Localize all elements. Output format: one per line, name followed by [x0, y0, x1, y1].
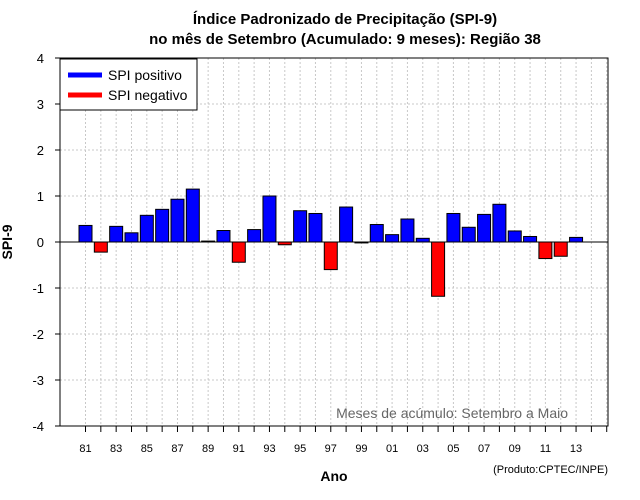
x-tick-label: 89 [202, 443, 214, 455]
bar-1993 [262, 195, 277, 243]
chart-title-line1: Índice Padronizado de Precipitação (SPI-… [193, 11, 497, 28]
x-tick-label: 87 [171, 443, 183, 455]
x-tick-label: 91 [233, 443, 245, 455]
bar-1995 [293, 210, 308, 243]
x-tick-label: 09 [509, 443, 521, 455]
y-ticks: -4 -3 -2 -1 0 1 2 3 4 [32, 51, 60, 434]
bar-1997 [323, 241, 338, 271]
legend: SPI positivo SPI negativo [59, 58, 198, 111]
y-tick-label: 2 [37, 143, 44, 158]
bar-2008 [492, 203, 507, 243]
bar-1991 [231, 241, 246, 263]
legend-negative-label: SPI negativo [108, 87, 188, 103]
x-tick-label: 93 [263, 443, 275, 455]
bar-1986 [155, 208, 170, 243]
bar-1988 [185, 188, 200, 243]
y-tick-label: 4 [37, 51, 44, 66]
y-axis-label: SPI-9 [0, 224, 15, 259]
x-tick-label: 81 [79, 443, 91, 455]
bar-1990 [216, 230, 231, 243]
x-tick-label: 07 [478, 443, 490, 455]
bar-2007 [477, 213, 492, 243]
y-tick-label: -1 [32, 281, 44, 296]
bar-2011 [538, 241, 553, 260]
x-tick-label: 85 [141, 443, 153, 455]
bar-2010 [523, 235, 538, 243]
credit-text: (Produto:CPTEC/INPE) [493, 464, 608, 476]
bar-2009 [507, 230, 522, 243]
bar-2012 [553, 241, 568, 257]
bar-2005 [446, 212, 461, 243]
x-tick-label: 13 [570, 443, 582, 455]
bar-1985 [139, 214, 154, 243]
x-tick-label: 99 [355, 443, 367, 455]
x-tick-label: 83 [110, 443, 122, 455]
bar-1984 [124, 232, 139, 243]
y-tick-label: -3 [32, 373, 44, 388]
bar-2001 [385, 234, 400, 243]
bar-2000 [369, 224, 384, 243]
chart-title-line2: no mês de Setembro (Acumulado: 9 meses):… [149, 31, 541, 48]
x-tick-label: 01 [386, 443, 398, 455]
bar-1987 [170, 198, 185, 243]
bar-2006 [461, 226, 476, 243]
y-tick-label: -2 [32, 327, 44, 342]
bar-1998 [339, 206, 354, 243]
legend-positive-label: SPI positivo [108, 67, 182, 83]
bar-1992 [247, 229, 262, 243]
bar-1996 [308, 212, 323, 243]
x-tick-label: 97 [325, 443, 337, 455]
bar-1981 [78, 224, 93, 243]
bars [78, 188, 584, 297]
y-tick-label: -4 [32, 419, 44, 434]
bar-1982 [93, 241, 108, 253]
x-axis-label: Ano [320, 468, 347, 484]
axes [59, 57, 609, 427]
bar-2004 [431, 241, 446, 297]
x-tick-label: 11 [540, 443, 551, 455]
bar-2002 [400, 218, 415, 243]
x-ticks: 81 83 85 87 89 91 93 95 97 99 01 03 05 07 09 11 13 [79, 426, 608, 455]
bar-1983 [109, 225, 124, 243]
x-tick-label: 03 [417, 443, 429, 455]
y-tick-label: 1 [37, 189, 44, 204]
accumulation-note: Meses de acúmulo: Setembro a Maio [336, 405, 568, 421]
bar-2003 [415, 237, 430, 243]
legend-box [59, 58, 198, 111]
bar-2013 [569, 236, 584, 243]
x-tick-label: 95 [294, 443, 306, 455]
y-tick-label: 0 [37, 235, 44, 250]
y-tick-label: 3 [37, 97, 44, 112]
x-tick-label: 05 [447, 443, 459, 455]
